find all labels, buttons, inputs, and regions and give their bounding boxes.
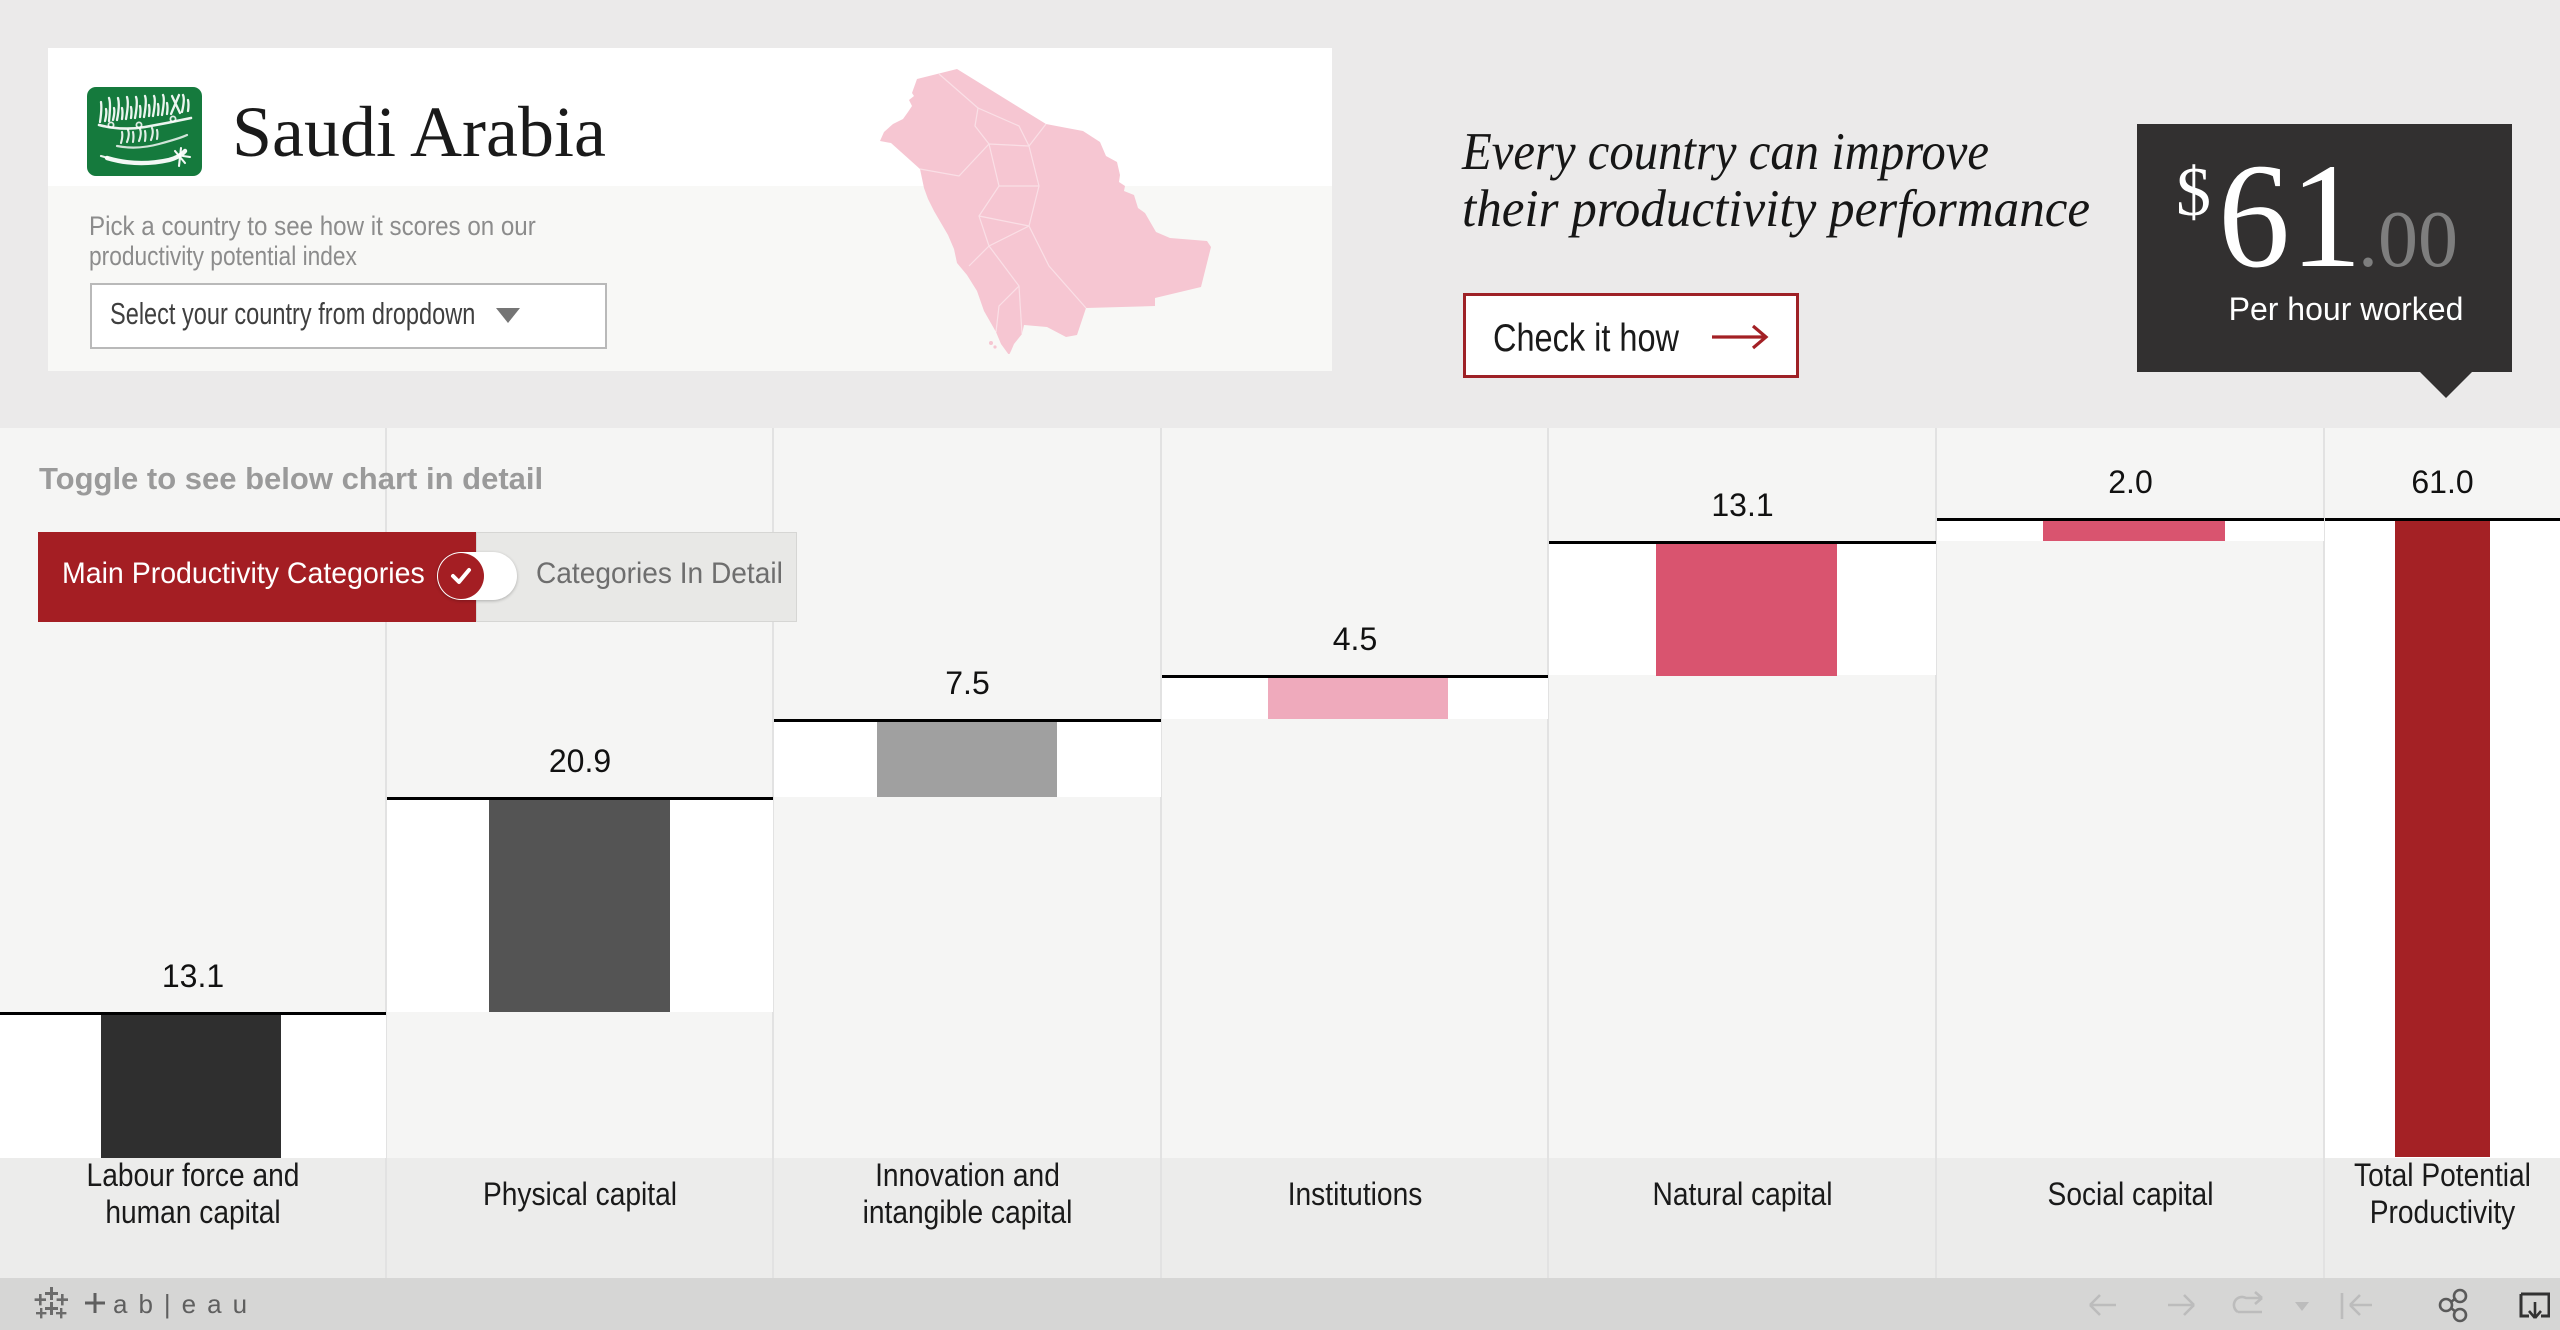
svg-text:ab|eau: ab|eau xyxy=(113,1289,258,1319)
